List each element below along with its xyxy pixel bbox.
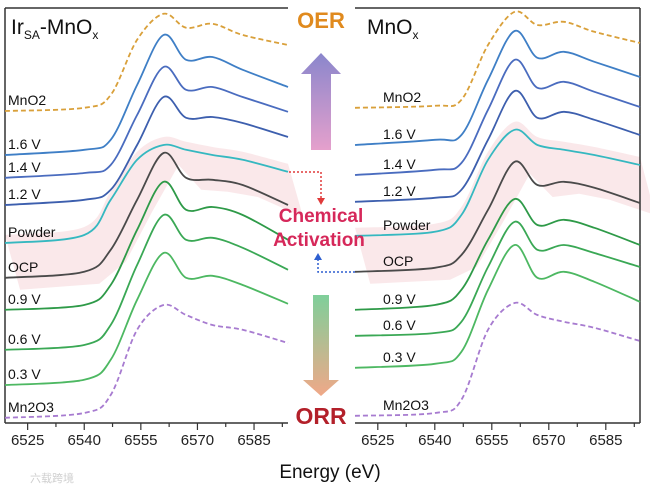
panel-title: IrSA-MnOx — [11, 16, 98, 42]
series-line — [4, 151, 289, 279]
series-label: 1.2 V — [8, 186, 41, 202]
series-line — [354, 10, 641, 109]
series-label: OCP — [8, 259, 38, 275]
series-label: 0.6 V — [8, 331, 41, 347]
x-tick-label: 6555 — [475, 432, 508, 449]
series-line — [4, 303, 289, 419]
series-line — [354, 128, 641, 237]
series-line — [354, 220, 641, 337]
activation-label-1: Chemical — [279, 206, 363, 227]
series-line — [354, 198, 641, 311]
series-label: 1.2 V — [383, 183, 416, 199]
oer-arrow-icon — [301, 53, 341, 150]
series-line — [354, 90, 641, 203]
x-tick-label: 6570 — [532, 432, 565, 449]
x-tick-label: 6540 — [68, 432, 101, 449]
x-tick-label: 6585 — [589, 432, 622, 449]
panel-ir-sa-mnox: 6525 6540 6555 6570 6585 MnO2 1.6 V 1.4 V 1.2 V P… — [4, 7, 304, 449]
oer-label: OER — [297, 8, 345, 33]
x-tick-label: 6570 — [181, 432, 214, 449]
series-label: 0.9 V — [383, 291, 416, 307]
watermark: 六载跨境 — [30, 471, 74, 485]
series-label: OCP — [383, 253, 413, 269]
orr-label: ORR — [295, 403, 347, 429]
series-line — [354, 244, 641, 369]
panel-title: MnOx — [367, 16, 419, 42]
series-label: 0.9 V — [8, 291, 41, 307]
series-line — [4, 65, 289, 179]
series-line — [4, 251, 289, 386]
series-label: 0.6 V — [383, 317, 416, 333]
x-tick-label: 6525 — [11, 432, 44, 449]
series-line — [4, 33, 289, 156]
x-tick-label: 6555 — [124, 432, 157, 449]
series-label: Powder — [383, 217, 431, 233]
series-label: 1.4 V — [8, 159, 41, 175]
x-tick-label: 6525 — [361, 432, 394, 449]
arrow-head-down-icon — [317, 198, 325, 205]
x-axis-label: Energy (eV) — [279, 462, 380, 483]
series-label: Mn2O3 — [383, 397, 429, 413]
series-label: Mn2O3 — [8, 399, 54, 415]
series-line — [4, 95, 289, 206]
orr-arrow-icon — [303, 295, 339, 396]
series-label: 1.6 V — [383, 126, 416, 142]
series-line — [354, 160, 641, 273]
series-line — [4, 12, 289, 112]
series-line — [4, 143, 289, 244]
activation-band — [5, 136, 304, 290]
activation-band — [355, 121, 650, 284]
x-tick-label: 6540 — [418, 432, 451, 449]
x-tick-label: 6585 — [237, 432, 270, 449]
series-label: MnO2 — [8, 92, 46, 108]
series-line — [4, 180, 289, 311]
series-line — [354, 30, 641, 146]
activation-arrow-down — [289, 171, 322, 200]
series-label: 0.3 V — [383, 349, 416, 365]
series-line — [354, 58, 641, 176]
series-line — [4, 213, 289, 351]
series-label: 1.6 V — [8, 136, 41, 152]
series-label: 0.3 V — [8, 366, 41, 382]
activation-label-2: Activation — [273, 230, 365, 251]
arrow-head-up-icon — [314, 253, 322, 260]
series-label: MnO2 — [383, 89, 421, 105]
series-line — [354, 301, 641, 417]
series-label: 1.4 V — [383, 156, 416, 172]
panel-mnox: 6525 6540 6555 6570 6585 MnO2 1.6 V 1.4 V 1.2 V P… — [354, 7, 650, 449]
series-label: Powder — [8, 224, 56, 240]
activation-arrow-up — [317, 258, 355, 273]
